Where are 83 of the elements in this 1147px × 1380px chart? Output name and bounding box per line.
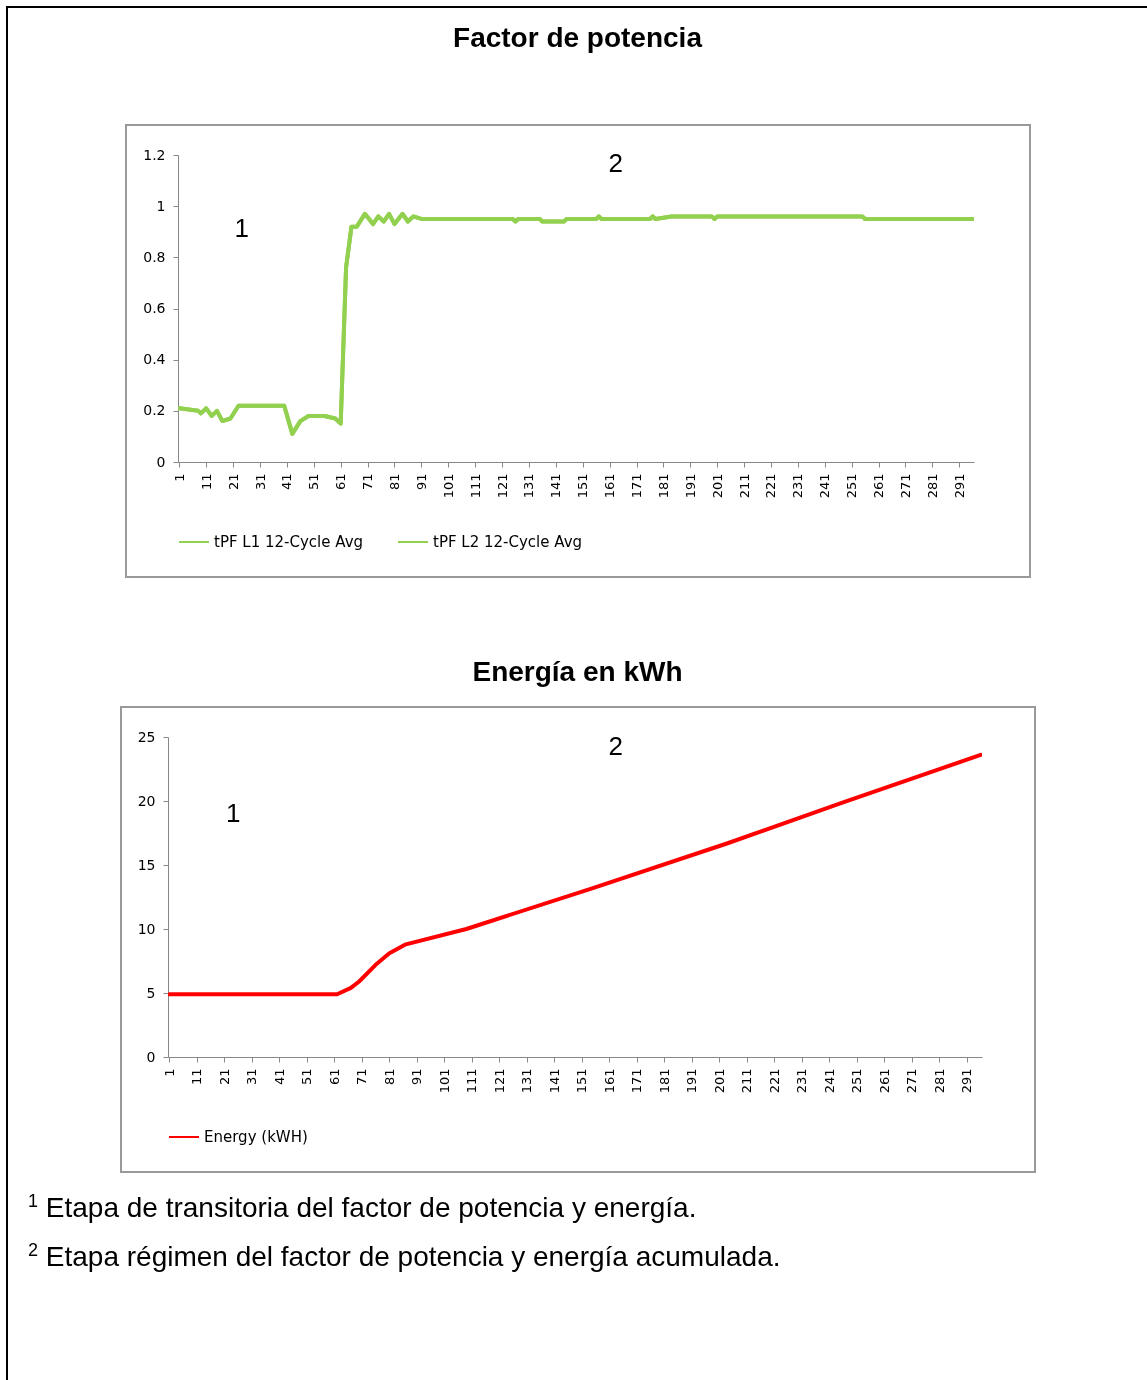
x-tick-label: 121	[494, 473, 510, 499]
x-tick-label: 71	[353, 1068, 369, 1086]
y-tick-label: 20	[137, 792, 155, 809]
x-tick-label: 281	[924, 473, 940, 499]
y-tick-label: 0.4	[142, 351, 166, 368]
x-tick-label: 51	[298, 1068, 314, 1086]
annotation: 1	[233, 212, 249, 243]
y-tick-label: 0.2	[142, 402, 165, 419]
x-tick-label: 161	[601, 1068, 617, 1094]
y-tick-label: 10	[137, 920, 155, 937]
x-tick-label: 31	[243, 1068, 259, 1086]
y-tick-label: 25	[137, 728, 155, 745]
x-tick-label: 251	[848, 1068, 864, 1094]
x-tick-label: 151	[573, 1068, 589, 1094]
chart-title: Factor de potencia	[452, 22, 704, 54]
x-tick-label: 231	[789, 473, 805, 499]
y-tick-label: 0.8	[142, 248, 165, 265]
x-tick-label: 21	[225, 473, 241, 491]
x-tick-label: 211	[736, 473, 752, 499]
y-tick-label: 0	[156, 453, 165, 470]
x-tick-label: 131	[518, 1068, 534, 1094]
annotation: 1	[225, 797, 240, 828]
x-tick-label: 211	[738, 1068, 754, 1094]
y-tick-label: 15	[137, 856, 155, 873]
x-tick-label: 101	[436, 1068, 452, 1094]
x-tick-label: 61	[332, 473, 348, 491]
x-tick-label: 291	[958, 1068, 974, 1094]
annotation: 2	[607, 730, 623, 761]
x-tick-label: 171	[628, 473, 644, 499]
x-tick-label: 61	[326, 1068, 342, 1086]
x-tick-label: 31	[252, 473, 268, 491]
text: $^{2}$ Etapa régimen del factor de potencia y energía acumulada.	[28, 1240, 782, 1274]
legend-label: Energy (kWH)	[203, 1128, 308, 1146]
y-tick-label: 1.2	[142, 146, 165, 163]
legend-label: tPF L2 12-Cycle Avg	[432, 533, 582, 551]
x-tick-label: 141	[547, 473, 563, 499]
x-tick-label: 221	[762, 473, 778, 499]
text: $^{1}$ Etapa de transitoria del factor de potencia y energía.	[28, 1191, 698, 1225]
x-tick-label: 191	[683, 1068, 699, 1094]
x-tick-label: 1	[171, 473, 187, 482]
x-tick-label: 11	[198, 473, 214, 491]
x-tick-label: 221	[766, 1068, 782, 1094]
x-tick-label: 201	[709, 473, 725, 499]
legend-label: tPF L1 12-Cycle Avg	[213, 533, 363, 551]
x-tick-label: 231	[793, 1068, 809, 1094]
x-tick-label: 261	[870, 473, 886, 499]
x-tick-label: 21	[216, 1068, 232, 1086]
x-tick-label: 11	[188, 1068, 204, 1086]
x-tick-label: 181	[656, 1068, 672, 1094]
x-tick-label: 81	[381, 1068, 397, 1086]
x-tick-label: 241	[816, 473, 832, 499]
x-tick-label: 91	[413, 473, 429, 491]
x-tick-label: 241	[821, 1068, 837, 1094]
x-tick-label: 261	[876, 1068, 892, 1094]
x-tick-label: 71	[359, 473, 375, 491]
x-tick-label: 251	[843, 473, 859, 499]
x-tick-label: 101	[440, 473, 456, 499]
x-tick-label: 131	[520, 473, 536, 499]
x-tick-label: 151	[574, 473, 590, 499]
x-tick-label: 161	[601, 473, 617, 499]
x-tick-label: 111	[467, 473, 483, 499]
x-tick-label: 281	[931, 1068, 947, 1094]
x-tick-label: 91	[408, 1068, 424, 1086]
chart-title: Energía en kWh	[471, 656, 684, 688]
x-tick-label: 51	[305, 473, 321, 491]
x-tick-label: 181	[655, 473, 671, 499]
y-tick-label: 0.6	[142, 300, 166, 316]
x-tick-label: 121	[491, 1068, 507, 1094]
x-tick-label: 141	[546, 1068, 562, 1094]
x-tick-label: 41	[271, 1068, 287, 1086]
x-tick-label: 271	[903, 1068, 919, 1094]
y-tick-label: 0	[146, 1048, 155, 1065]
x-tick-label: 271	[897, 473, 913, 499]
x-tick-label: 81	[386, 473, 402, 491]
x-tick-label: 291	[951, 473, 967, 499]
annotation: 2	[608, 148, 623, 179]
x-tick-label: 191	[682, 473, 698, 499]
x-tick-label: 201	[711, 1068, 727, 1094]
x-tick-label: 41	[278, 473, 294, 491]
y-tick-label: 1	[156, 197, 165, 214]
x-tick-label: 171	[628, 1068, 644, 1094]
y-tick-label: 5	[146, 984, 155, 1001]
x-tick-label: 111	[463, 1068, 479, 1094]
